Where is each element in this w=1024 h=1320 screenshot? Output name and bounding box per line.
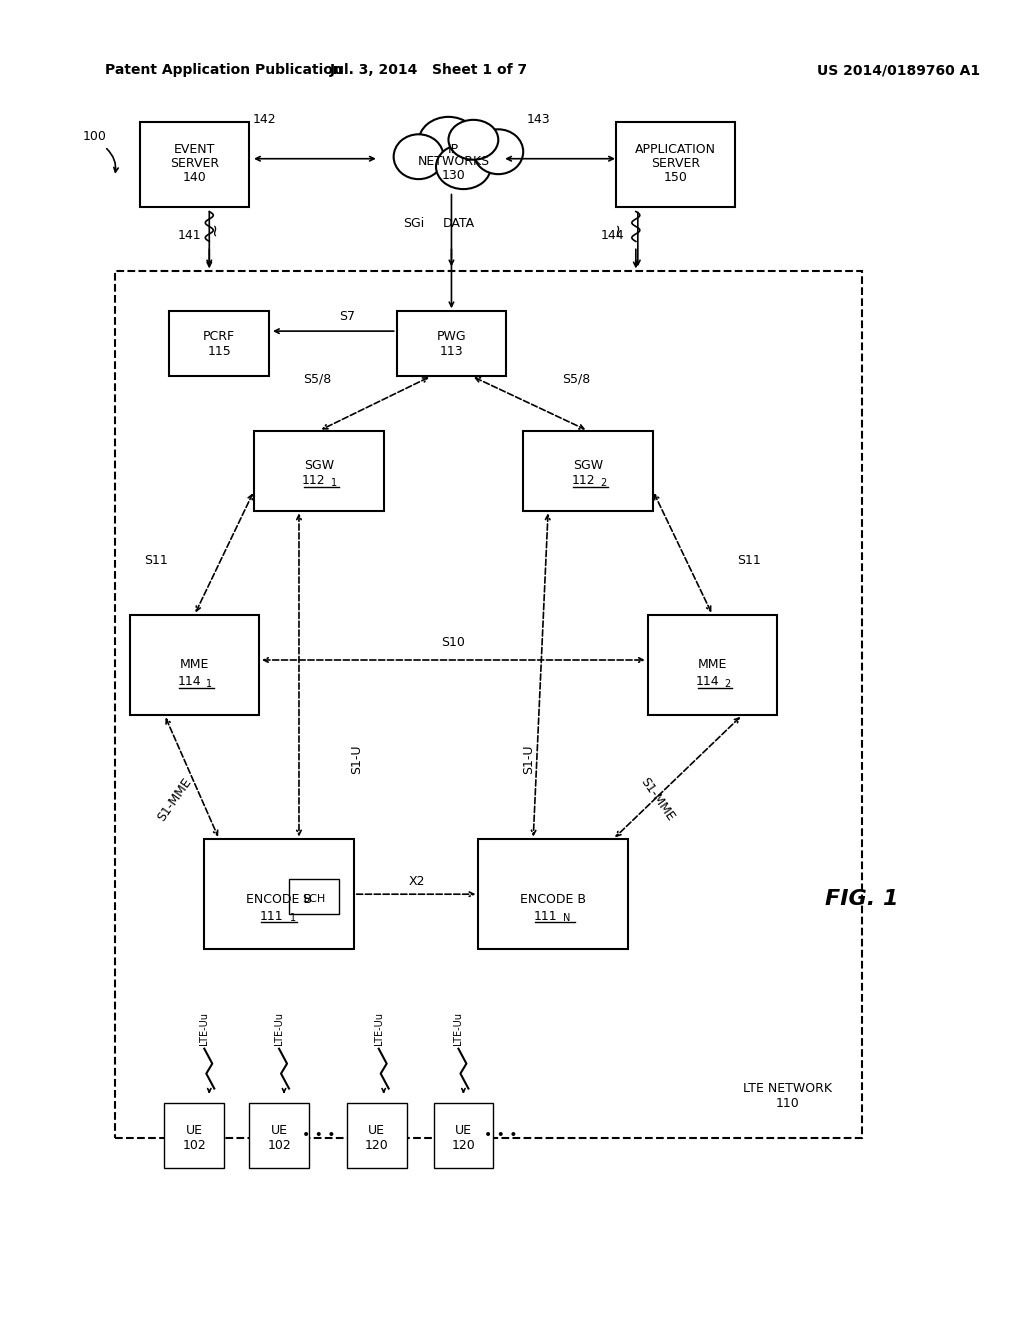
Bar — [130, 615, 259, 715]
Text: N: N — [563, 913, 570, 923]
Text: S10: S10 — [441, 635, 465, 648]
Text: 130: 130 — [441, 169, 465, 182]
Text: 120: 120 — [452, 1139, 475, 1152]
Bar — [115, 272, 862, 1138]
Text: 1: 1 — [206, 678, 212, 689]
Bar — [169, 312, 269, 376]
Bar — [249, 1104, 309, 1168]
Text: S1-U: S1-U — [350, 744, 364, 775]
Text: S1-MME: S1-MME — [155, 775, 194, 824]
Ellipse shape — [419, 117, 478, 166]
Text: Patent Application Publication: Patent Application Publication — [104, 63, 342, 77]
Text: ~: ~ — [609, 223, 627, 236]
Text: US 2014/0189760 A1: US 2014/0189760 A1 — [817, 63, 980, 77]
Bar — [433, 1104, 494, 1168]
Text: 1: 1 — [290, 913, 296, 923]
Text: UE: UE — [455, 1125, 472, 1138]
Text: ENCODE B: ENCODE B — [520, 892, 586, 906]
Text: MME: MME — [179, 659, 209, 672]
Text: 102: 102 — [267, 1139, 291, 1152]
Text: ~: ~ — [205, 223, 223, 236]
Text: S5/8: S5/8 — [562, 372, 590, 385]
Text: 112: 112 — [571, 474, 595, 487]
Text: LTE NETWORK: LTE NETWORK — [742, 1082, 831, 1096]
Bar — [396, 312, 506, 376]
Text: S11: S11 — [144, 554, 168, 566]
Text: 120: 120 — [365, 1139, 388, 1152]
Text: SERVER: SERVER — [170, 157, 219, 170]
Text: DATA: DATA — [442, 216, 474, 230]
Text: 110: 110 — [775, 1097, 799, 1110]
Text: • • •: • • • — [302, 1129, 336, 1142]
Text: Jul. 3, 2014   Sheet 1 of 7: Jul. 3, 2014 Sheet 1 of 7 — [330, 63, 527, 77]
Bar — [165, 1104, 224, 1168]
Text: 1: 1 — [331, 478, 337, 487]
Text: S1-U: S1-U — [521, 744, 535, 775]
Bar — [615, 121, 735, 206]
Text: 100: 100 — [83, 131, 106, 144]
Text: X2: X2 — [409, 875, 425, 888]
Text: EVENT: EVENT — [174, 144, 215, 156]
Text: 143: 143 — [526, 114, 550, 127]
Text: LTE-Uu: LTE-Uu — [274, 1012, 284, 1045]
Text: • • •: • • • — [483, 1129, 517, 1142]
Text: 150: 150 — [664, 172, 688, 185]
Text: PWG: PWG — [436, 330, 466, 343]
Text: LTE-Uu: LTE-Uu — [374, 1012, 384, 1045]
Text: S7: S7 — [339, 310, 354, 322]
Bar — [523, 430, 652, 511]
Text: LTE-Uu: LTE-Uu — [200, 1012, 209, 1045]
Text: SCH: SCH — [302, 894, 326, 904]
Bar — [648, 615, 777, 715]
Text: 141: 141 — [177, 228, 201, 242]
Text: SGi: SGi — [403, 216, 424, 230]
Bar — [205, 840, 353, 949]
Text: IP: IP — [447, 144, 459, 156]
Bar — [254, 430, 384, 511]
Text: 102: 102 — [182, 1139, 206, 1152]
Text: SGW: SGW — [573, 459, 603, 473]
Text: PCRF: PCRF — [203, 330, 236, 343]
Bar — [139, 121, 249, 206]
Text: 140: 140 — [182, 172, 206, 185]
Text: 114: 114 — [695, 676, 720, 689]
Text: 114: 114 — [177, 676, 201, 689]
Text: SERVER: SERVER — [651, 157, 700, 170]
Text: 111: 111 — [259, 909, 283, 923]
Text: FIG. 1: FIG. 1 — [825, 890, 899, 909]
Text: SGW: SGW — [304, 459, 334, 473]
Text: 115: 115 — [208, 345, 231, 358]
Text: 144: 144 — [601, 228, 625, 242]
Bar — [347, 1104, 407, 1168]
Ellipse shape — [449, 120, 499, 160]
Text: NETWORKS: NETWORKS — [418, 156, 489, 168]
Text: UE: UE — [369, 1125, 385, 1138]
Text: 111: 111 — [534, 909, 557, 923]
Bar — [289, 879, 339, 915]
Ellipse shape — [393, 135, 443, 180]
Text: UE: UE — [270, 1125, 288, 1138]
Text: S1-MME: S1-MME — [638, 775, 677, 824]
Text: S5/8: S5/8 — [303, 372, 331, 385]
Text: 142: 142 — [252, 114, 275, 127]
Text: 2: 2 — [600, 478, 606, 487]
Text: 113: 113 — [439, 345, 463, 358]
Text: 2: 2 — [724, 678, 731, 689]
Text: UE: UE — [185, 1125, 203, 1138]
Text: LTE-Uu: LTE-Uu — [454, 1012, 464, 1045]
Text: ENCODE B: ENCODE B — [246, 892, 312, 906]
Text: 112: 112 — [302, 474, 326, 487]
Text: MME: MME — [698, 659, 727, 672]
Bar — [478, 840, 628, 949]
Ellipse shape — [436, 144, 490, 189]
Text: APPLICATION: APPLICATION — [635, 144, 716, 156]
Ellipse shape — [473, 129, 523, 174]
Text: S11: S11 — [737, 554, 761, 566]
